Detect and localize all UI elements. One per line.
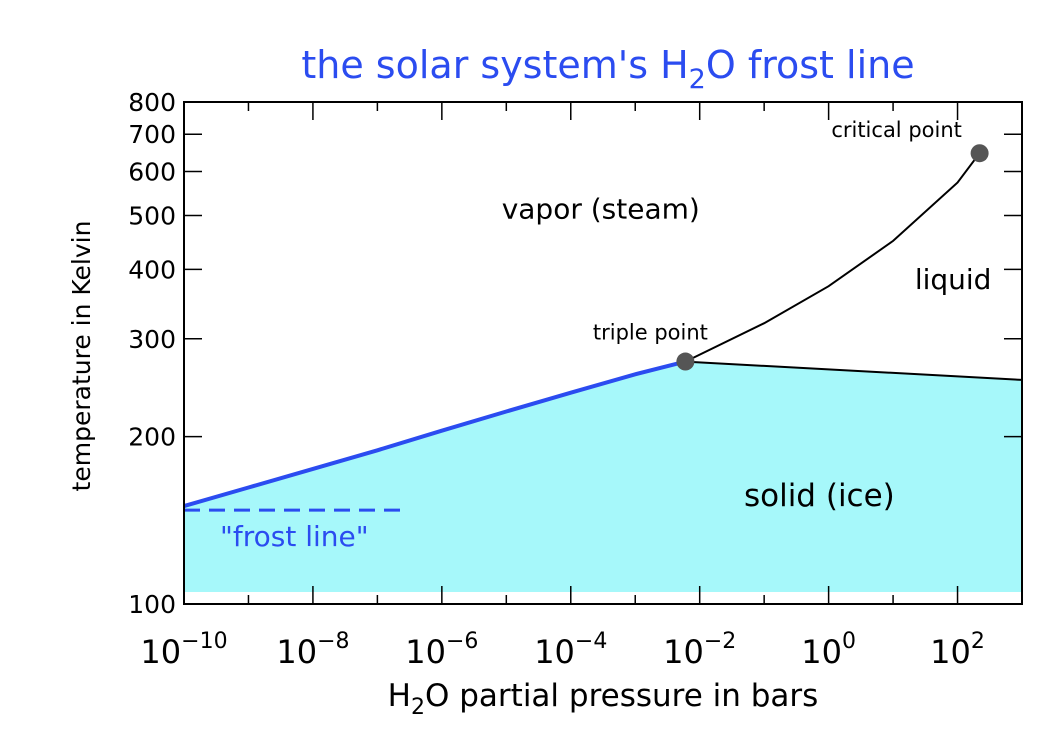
chart-title-subscript: 2 — [689, 64, 706, 95]
y-tick-label: 100 — [128, 590, 176, 619]
sublimation-curve — [183, 359, 686, 509]
melting-curve — [685, 360, 1023, 381]
x-axis-label-prefix: H — [388, 678, 411, 714]
x-tick-label: 102 — [930, 629, 985, 671]
x-tick-label: 10−8 — [276, 629, 349, 671]
chart-title: the solar system's H2O frost line — [301, 43, 914, 95]
chart-title-suffix: O frost line — [706, 43, 915, 87]
x-tick-labels: 10−10 10−8 10−6 10−4 10−2 100 102 — [140, 629, 984, 671]
vapor-region-label: vapor (steam) — [502, 193, 700, 226]
x-tick-label: 10−10 — [140, 629, 227, 671]
x-tick-label: 10−6 — [405, 629, 478, 671]
y-tick-label: 200 — [128, 423, 176, 452]
solid-region-label: solid (ice) — [744, 478, 895, 514]
critical-point-label: critical point — [831, 118, 962, 142]
y-axis-label: temperature in Kelvin — [67, 221, 96, 492]
x-tick-label: 10−4 — [534, 629, 607, 671]
solid-region-fill — [184, 361, 1022, 592]
y-tick-labels: 100 200 300 400 500 600 700 800 — [128, 88, 176, 619]
liquid-region-label: liquid — [915, 263, 992, 296]
x-axis-label-subscript: 2 — [411, 695, 425, 720]
y-tick-label: 600 — [128, 157, 176, 186]
x-tick-label: 10−2 — [663, 629, 736, 671]
boiling-curve — [684, 152, 981, 363]
y-tick-label: 300 — [128, 325, 176, 354]
frost-line-label: "frost line" — [220, 520, 369, 553]
triple-point-marker — [676, 352, 695, 371]
triple-point-label: triple point — [593, 321, 708, 345]
y-tick-label: 800 — [128, 88, 176, 117]
y-tick-label: 500 — [128, 201, 176, 230]
x-axis-label: H2O partial pressure in bars — [388, 678, 819, 720]
critical-point-marker — [970, 144, 989, 163]
y-tick-label: 700 — [128, 120, 176, 149]
y-tick-label: 400 — [128, 255, 176, 284]
x-axis-label-suffix: O partial pressure in bars — [425, 678, 818, 714]
x-tick-label: 100 — [801, 629, 856, 671]
plot-frame — [183, 101, 1023, 605]
chart-title-prefix: the solar system's H — [301, 43, 688, 87]
